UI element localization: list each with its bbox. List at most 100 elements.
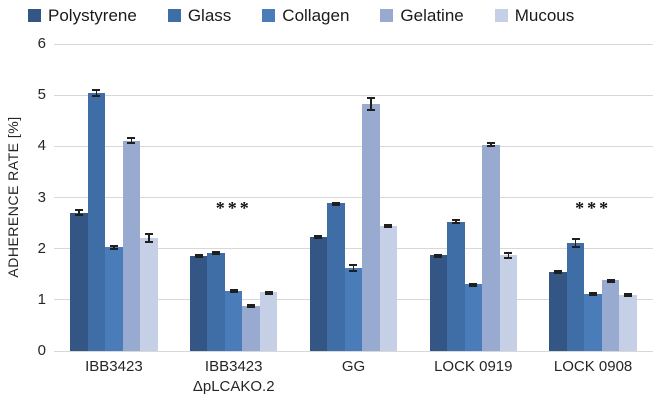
- gridline-y2: [54, 248, 653, 250]
- bar-gelatine-1: [122, 137, 141, 351]
- gridline-y3: [54, 197, 653, 198]
- error-bar: [384, 223, 393, 228]
- bar-polystyrene-2: [189, 254, 208, 351]
- error-bar-stem: [95, 91, 98, 96]
- error-bar: [606, 278, 615, 283]
- bar-glass-1: [87, 89, 106, 351]
- error-bar: [314, 235, 323, 240]
- error-bar: [229, 289, 238, 294]
- significance-annotation-1: ***: [215, 197, 252, 218]
- legend-swatch-icon: [380, 8, 394, 22]
- bar-mucous-5: [619, 293, 637, 351]
- bar-collagen-2: [224, 289, 243, 351]
- bar-gelatine-4: [482, 142, 500, 351]
- error-bar-stem: [113, 246, 115, 248]
- bar-collagen-5: [584, 292, 602, 351]
- y-tick-label-4: 4: [37, 137, 46, 155]
- gridline-y4: [54, 145, 653, 147]
- error-bar: [624, 293, 633, 298]
- error-bar: [212, 251, 221, 256]
- gridline-y6: [54, 43, 653, 45]
- error-bar-stem: [352, 266, 355, 271]
- error-bar: [366, 97, 375, 111]
- error-bar: [571, 238, 580, 248]
- legend-swatch-icon: [28, 8, 41, 22]
- y-tick-label-2: 2: [37, 239, 46, 257]
- error-bar: [127, 137, 136, 145]
- bar-polystyrene-1: [70, 209, 88, 351]
- bar-gelatine-2: [242, 303, 260, 351]
- bar-gelatine-3: [362, 97, 380, 351]
- error-bar: [109, 244, 118, 250]
- y-tick-label-1: 1: [37, 290, 46, 308]
- bar-polystyrene-5: [549, 269, 567, 351]
- bar-collagen-4: [464, 282, 483, 351]
- bar-group-1: [54, 44, 174, 351]
- gridline-y5: [54, 94, 653, 96]
- legend-swatch-icon: [167, 8, 181, 22]
- error-bar-stem: [148, 235, 150, 241]
- gridline-y0: [54, 350, 653, 352]
- error-bar: [92, 89, 101, 98]
- error-bar: [486, 142, 495, 148]
- legend-item-collagen: Collagen: [262, 7, 349, 24]
- bar-glass-3: [327, 201, 345, 351]
- legend-item-polystyrene: Polystyrene: [28, 7, 137, 24]
- bar-mucous-3: [379, 223, 398, 351]
- legend-label: Collagen: [282, 5, 350, 25]
- error-bar-stem: [78, 211, 80, 215]
- y-tick-label-3: 3: [37, 188, 46, 206]
- error-bar: [504, 251, 513, 259]
- error-bar-stem: [490, 144, 492, 146]
- legend-label: Mucous: [514, 5, 575, 25]
- bar-group-5: [533, 44, 653, 351]
- bar-collagen-3: [344, 264, 363, 351]
- error-bar: [264, 290, 273, 295]
- bar-group-2: [174, 44, 294, 351]
- error-bar: [247, 303, 256, 309]
- legend-item-gelatine: Gelatine: [380, 5, 464, 25]
- legend-swatch-icon: [262, 8, 276, 22]
- legend-item-glass: Glass: [167, 5, 232, 25]
- legend-label: Polystyrene: [48, 5, 137, 25]
- error-bar: [434, 253, 443, 258]
- x-tick-label-3: GG: [341, 358, 366, 375]
- y-tick-label-6: 6: [37, 35, 46, 52]
- legend-label: Glass: [187, 5, 232, 25]
- error-bar: [331, 201, 340, 206]
- plot-area: *** ***: [54, 43, 653, 352]
- error-bar: [554, 269, 563, 274]
- y-tick-label-0: 0: [37, 342, 46, 359]
- bar-mucous-4: [499, 251, 518, 351]
- bar-mucous-2: [259, 290, 278, 351]
- error-bar: [74, 209, 83, 217]
- bar-polystyrene-4: [429, 253, 448, 351]
- bar-glass-4: [447, 219, 465, 351]
- x-tick-label-4: LOCK 0919: [434, 358, 513, 375]
- chart-legend: Polystyrene Glass Collagen Gelatine Mucous: [28, 3, 574, 27]
- x-tick-label-2: IBB3423 ΔpLCAKO.2: [192, 358, 275, 395]
- error-bar-stem: [455, 221, 457, 223]
- error-bar: [349, 264, 358, 273]
- error-bar-stem: [574, 240, 577, 246]
- bar-group-3: [294, 44, 414, 351]
- x-tick-label-1: IBB3423: [85, 358, 143, 375]
- bar-mucous-1: [140, 233, 158, 351]
- bar-group-4: [413, 44, 533, 351]
- x-tick-label-5: LOCK 0908: [553, 358, 633, 375]
- bar-glass-5: [566, 238, 585, 351]
- error-bar-stem: [370, 99, 372, 109]
- error-bar: [144, 233, 153, 243]
- bar-glass-2: [207, 251, 225, 351]
- legend-swatch-icon: [494, 8, 508, 22]
- significance-annotation-2: ***: [575, 197, 612, 218]
- error-bar: [194, 254, 203, 259]
- bar-polystyrene-3: [309, 235, 328, 351]
- error-bar: [451, 219, 460, 225]
- bar-collagen-1: [105, 244, 123, 351]
- error-bar-stem: [507, 253, 510, 257]
- error-bar-stem: [130, 139, 133, 143]
- legend-label: Gelatine: [400, 5, 464, 25]
- legend-item-mucous: Mucous: [494, 5, 575, 25]
